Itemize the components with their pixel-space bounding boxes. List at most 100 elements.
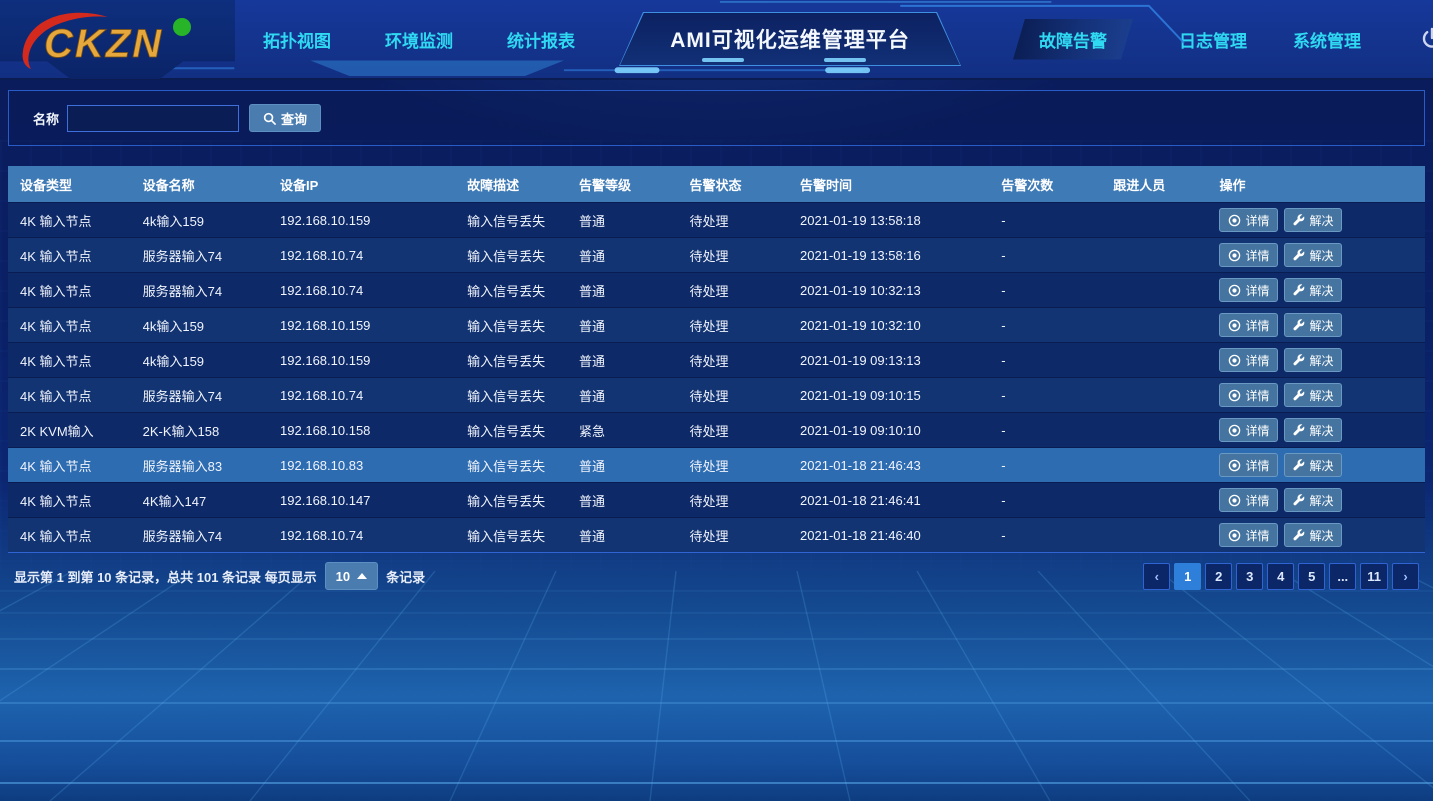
column-header-device-type: 设备类型 (20, 177, 73, 193)
resolve-button[interactable]: 解决 (1284, 383, 1343, 407)
search-input[interactable] (67, 104, 240, 132)
resolve-button[interactable]: 解决 (1284, 488, 1343, 512)
cell-device-type: 4K 输入节点 (20, 493, 92, 509)
cell-alarm-level: 普通 (579, 283, 606, 299)
column-header-actions: 操作 (1219, 177, 1246, 193)
detail-button[interactable]: 详情 (1219, 453, 1279, 477)
cell-alarm-count: - (1001, 317, 1006, 333)
page-number-button[interactable]: 11 (1360, 562, 1388, 590)
cell-alarm-count: - (1001, 492, 1006, 508)
page-size-dropdown[interactable]: 10 (324, 562, 379, 590)
cell-actions: 详情 解决 (1219, 488, 1425, 512)
cell-device-type: 4K 输入节点 (20, 283, 92, 299)
cell-actions: 详情 解决 (1219, 243, 1425, 267)
cell-alarm-count: - (1001, 422, 1006, 438)
cell-alarm-time: 2021-01-19 10:32:13 (800, 282, 921, 298)
detail-button[interactable]: 详情 (1219, 383, 1279, 407)
query-button[interactable]: 查询 (249, 104, 322, 132)
detail-button[interactable]: 详情 (1219, 243, 1279, 267)
nav-item-topology[interactable]: 拓扑视图 (263, 27, 331, 52)
cell-device-ip: 192.168.10.74 (280, 387, 364, 403)
resolve-button[interactable]: 解决 (1284, 453, 1343, 477)
page-number-button[interactable]: 2 (1205, 562, 1233, 590)
perspective-grid-decoration (0, 571, 1433, 801)
detail-button-label: 详情 (1245, 248, 1270, 263)
cell-device-name: 4k输入159 (142, 353, 205, 369)
detail-button[interactable]: 详情 (1219, 313, 1279, 337)
cell-alarm-time: 2021-01-19 09:13:13 (800, 352, 921, 368)
cell-device-type: 4K 输入节点 (20, 248, 92, 264)
detail-button-label: 详情 (1245, 283, 1270, 298)
resolve-button[interactable]: 解决 (1284, 523, 1343, 547)
cell-alarm-time: 2021-01-19 13:58:16 (800, 247, 921, 263)
column-header-alarm-count: 告警次数 (1001, 177, 1054, 193)
cell-device-type: 4K 输入节点 (20, 318, 92, 334)
page-number-button[interactable]: 5 (1298, 562, 1326, 590)
nav-item-alarms[interactable]: 故障告警 (1013, 18, 1133, 60)
cell-fault-desc: 输入信号丢失 (467, 493, 546, 509)
cell-device-type: 2K KVM输入 (20, 423, 94, 439)
page-number-button[interactable]: 3 (1236, 562, 1264, 590)
table-row[interactable]: 4K 输入节点 4k输入159 192.168.10.159 输入信号丢失 普通… (8, 307, 1425, 342)
cell-device-type: 4K 输入节点 (20, 528, 92, 544)
nav-item-logs[interactable]: 日志管理 (1179, 27, 1247, 52)
cell-alarm-status: 待处理 (689, 283, 729, 299)
nav-item-system[interactable]: 系统管理 (1293, 27, 1361, 52)
detail-button[interactable]: 详情 (1219, 488, 1279, 512)
top-header: CKZN 拓扑视图 环境监测 统计报表 AMI可视化运维管理平台 故障告警 日志… (0, 0, 1433, 80)
cell-device-type: 4K 输入节点 (20, 388, 92, 404)
resolve-button-label: 解决 (1309, 318, 1334, 333)
cell-alarm-status: 待处理 (689, 388, 729, 404)
resolve-button[interactable]: 解决 (1284, 313, 1343, 337)
resolve-button[interactable]: 解决 (1284, 278, 1343, 302)
resolve-button[interactable]: 解决 (1284, 418, 1343, 442)
table-row[interactable]: 4K 输入节点 4k输入159 192.168.10.159 输入信号丢失 普通… (8, 202, 1425, 237)
cell-alarm-level: 普通 (579, 353, 606, 369)
cell-actions: 详情 解决 (1219, 453, 1425, 477)
table-row[interactable]: 2K KVM输入 2K-K输入158 192.168.10.158 输入信号丢失… (8, 412, 1425, 447)
detail-button-label: 详情 (1245, 423, 1270, 438)
table-row[interactable]: 4K 输入节点 服务器输入74 192.168.10.74 输入信号丢失 普通 … (8, 237, 1425, 272)
cell-device-name: 服务器输入74 (142, 528, 223, 544)
prev-page-button[interactable]: ‹ (1143, 562, 1171, 590)
table-row[interactable]: 4K 输入节点 服务器输入74 192.168.10.74 输入信号丢失 普通 … (8, 272, 1425, 307)
logo-swoosh-icon (22, 12, 108, 70)
page-number-button[interactable]: ... (1329, 562, 1357, 590)
detail-button[interactable]: 详情 (1219, 278, 1279, 302)
eye-icon (1229, 389, 1241, 401)
main-nav-right: 故障告警 日志管理 系统管理 (1013, 18, 1361, 60)
detail-button-label: 详情 (1245, 493, 1270, 508)
next-page-button[interactable]: › (1392, 562, 1419, 590)
resolve-button[interactable]: 解决 (1284, 243, 1343, 267)
detail-button[interactable]: 详情 (1219, 208, 1279, 232)
cell-fault-desc: 输入信号丢失 (467, 423, 546, 439)
detail-button[interactable]: 详情 (1219, 523, 1279, 547)
table-row[interactable]: 4K 输入节点 4K输入147 192.168.10.147 输入信号丢失 普通… (8, 482, 1425, 517)
nav-item-environment[interactable]: 环境监测 (385, 27, 453, 52)
cell-alarm-time: 2021-01-19 09:10:15 (800, 387, 921, 403)
cell-alarm-status: 待处理 (689, 248, 729, 264)
nav-item-reports[interactable]: 统计报表 (507, 27, 575, 52)
table-row[interactable]: 4K 输入节点 服务器输入74 192.168.10.74 输入信号丢失 普通 … (8, 517, 1425, 552)
detail-button[interactable]: 详情 (1219, 418, 1279, 442)
table-row[interactable]: 4K 输入节点 服务器输入83 192.168.10.83 输入信号丢失 普通 … (8, 447, 1425, 482)
resolve-button[interactable]: 解决 (1284, 208, 1343, 232)
detail-button-label: 详情 (1245, 318, 1270, 333)
resolve-button[interactable]: 解决 (1284, 348, 1343, 372)
power-button[interactable] (1419, 25, 1433, 54)
resolve-button-label: 解决 (1309, 493, 1334, 508)
column-header-device-ip: 设备IP (280, 177, 319, 193)
page-number-button[interactable]: 4 (1267, 562, 1295, 590)
detail-button[interactable]: 详情 (1219, 348, 1279, 372)
detail-button-label: 详情 (1245, 388, 1270, 403)
page-number-button[interactable]: 1 (1174, 562, 1202, 590)
power-icon (1422, 27, 1433, 48)
cell-device-name: 服务器输入74 (142, 388, 223, 404)
cell-actions: 详情 解决 (1219, 348, 1425, 372)
table-row[interactable]: 4K 输入节点 服务器输入74 192.168.10.74 输入信号丢失 普通 … (8, 377, 1425, 412)
cell-actions: 详情 解决 (1219, 418, 1425, 442)
cell-alarm-status: 待处理 (689, 353, 729, 369)
cell-alarm-level: 普通 (579, 528, 606, 544)
wrench-icon (1293, 389, 1305, 401)
table-row[interactable]: 4K 输入节点 4k输入159 192.168.10.159 输入信号丢失 普通… (8, 342, 1425, 377)
